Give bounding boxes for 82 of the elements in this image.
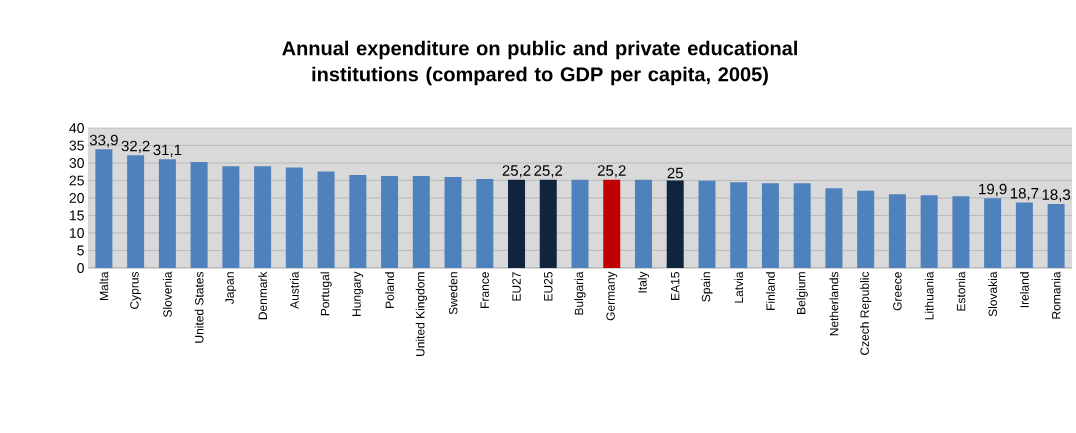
bar bbox=[349, 174, 367, 268]
x-tick-label: Poland bbox=[385, 272, 394, 308]
x-tick-label: EU27 bbox=[512, 272, 521, 301]
bar bbox=[984, 198, 1002, 268]
x-tick-label: Germany bbox=[606, 271, 618, 321]
x-tick-label: Portugal bbox=[320, 272, 332, 316]
bar bbox=[158, 159, 176, 268]
x-tick-label: Ireland bbox=[1019, 272, 1029, 308]
x-tick-label: Lithuania bbox=[924, 271, 934, 320]
bar bbox=[222, 166, 240, 268]
y-tick-label: 20 bbox=[69, 193, 84, 203]
x-tick-label: Bulgaria bbox=[574, 271, 586, 315]
bar bbox=[317, 171, 335, 268]
bar bbox=[952, 196, 970, 268]
x-tick-label: Slovakia bbox=[988, 271, 998, 317]
data-label: 25,2 bbox=[534, 165, 563, 178]
bar bbox=[634, 179, 652, 268]
x-tick-label: Greece bbox=[893, 272, 902, 311]
x-tick-label: Latvia bbox=[734, 271, 744, 303]
data-label: 33,9 bbox=[89, 134, 118, 148]
bar bbox=[476, 179, 494, 268]
x-tick-label: Czech Republic bbox=[860, 271, 872, 355]
x-tick-label: France bbox=[480, 272, 489, 308]
y-tick-label: 30 bbox=[69, 158, 84, 168]
x-tick-label: Cyprus bbox=[130, 271, 142, 309]
x-tick-label: Slovenia bbox=[162, 271, 172, 317]
x-tick-label: United Kingdom bbox=[415, 272, 427, 356]
bar bbox=[793, 183, 811, 268]
bar bbox=[412, 175, 430, 268]
x-tick-label: Denmark bbox=[258, 271, 267, 320]
y-tick-label: 0 bbox=[77, 263, 84, 273]
data-label: 25,2 bbox=[597, 165, 626, 178]
bar bbox=[539, 179, 557, 268]
x-tick-label: Belgium bbox=[796, 272, 808, 314]
data-label: 31,1 bbox=[153, 144, 182, 157]
bar bbox=[857, 190, 875, 268]
bar bbox=[381, 175, 399, 268]
bar bbox=[254, 166, 272, 268]
bar bbox=[1047, 203, 1065, 268]
y-tick-label: 10 bbox=[69, 228, 84, 238]
x-tick-label: Hungary bbox=[352, 271, 364, 316]
bar bbox=[95, 149, 113, 268]
y-tick-label: 35 bbox=[69, 140, 84, 151]
bar bbox=[730, 182, 748, 268]
chart-title: Annual expenditure on public and private educational institutions (compared to GDP per capita, 2005) bbox=[282, 40, 797, 86]
x-tick-label: Sweden bbox=[448, 272, 458, 315]
x-tick-label: Finland bbox=[766, 272, 775, 310]
x-tick-label: Austria bbox=[289, 271, 299, 309]
x-tick-label: Romania bbox=[1051, 271, 1061, 319]
x-tick-label: Italy bbox=[637, 271, 650, 293]
bar bbox=[888, 194, 906, 268]
data-label: 25,2 bbox=[502, 165, 531, 178]
y-tick-label: 15 bbox=[69, 210, 84, 221]
bar bbox=[761, 183, 779, 268]
x-tick-label: Netherlands bbox=[829, 271, 839, 336]
bar bbox=[444, 176, 462, 268]
x-tick-label: EA15 bbox=[671, 272, 680, 300]
x-tick-label: Estonia bbox=[956, 271, 966, 311]
bar bbox=[190, 161, 208, 268]
x-tick-label: United States bbox=[194, 271, 204, 343]
y-tick-label: 5 bbox=[77, 245, 84, 256]
data-label: 18,7 bbox=[1010, 187, 1039, 201]
bar bbox=[603, 179, 621, 268]
data-label: 19,9 bbox=[979, 183, 1007, 197]
x-tick-label: EU25 bbox=[544, 272, 553, 301]
bar bbox=[127, 155, 145, 268]
data-label: 18,3 bbox=[1042, 189, 1071, 202]
bar bbox=[1015, 202, 1033, 268]
data-label: 25 bbox=[667, 167, 683, 179]
bar bbox=[698, 180, 716, 268]
data-label: 32,2 bbox=[121, 140, 150, 154]
y-tick-label: 25 bbox=[69, 175, 84, 186]
y-tick-label: 40 bbox=[69, 123, 84, 133]
bar bbox=[508, 179, 526, 268]
bar bbox=[285, 167, 303, 268]
x-tick-label: Japan bbox=[225, 272, 237, 305]
x-tick-label: Malta bbox=[99, 271, 109, 300]
x-tick-label: Spain bbox=[701, 272, 713, 302]
bar bbox=[666, 180, 684, 268]
bar bbox=[920, 195, 938, 268]
bar bbox=[571, 179, 589, 268]
bar bbox=[825, 188, 843, 268]
